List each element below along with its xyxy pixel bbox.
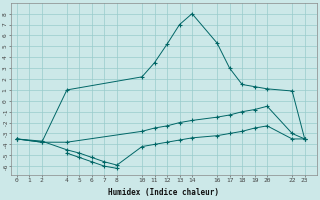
X-axis label: Humidex (Indice chaleur): Humidex (Indice chaleur) xyxy=(108,188,220,197)
